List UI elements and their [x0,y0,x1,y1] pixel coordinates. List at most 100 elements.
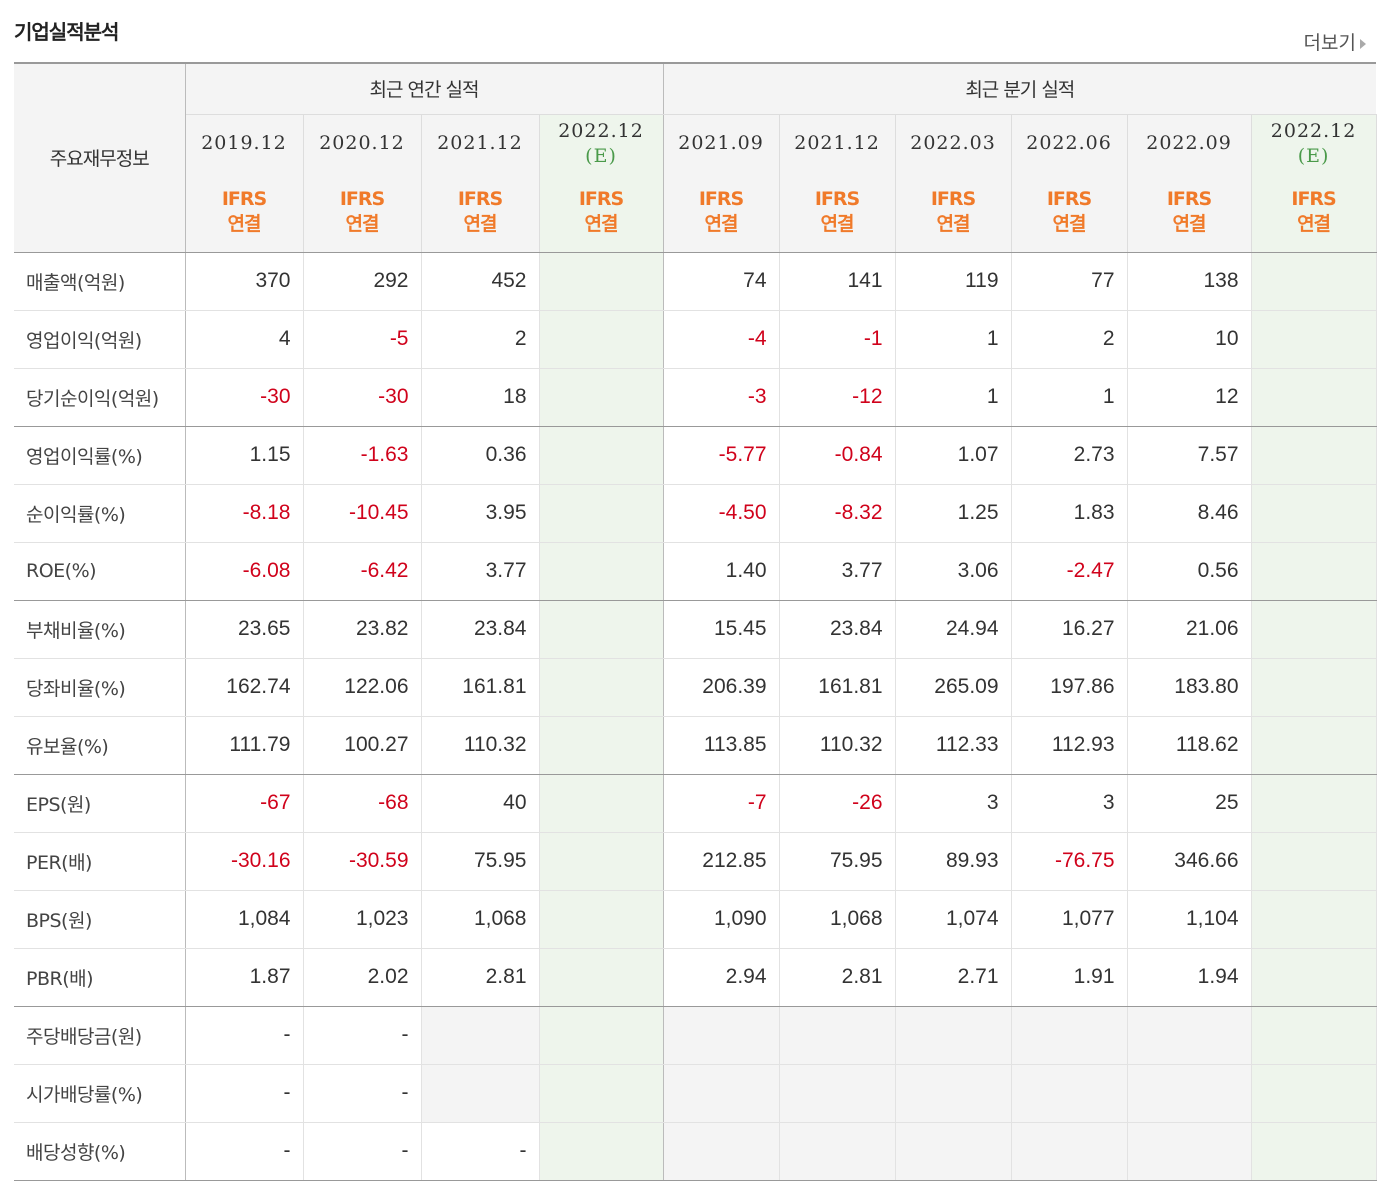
group-annual-header: 최근 연간 실적 [185,62,664,115]
table-cell [539,1122,664,1181]
table-cell: 74 [663,252,780,311]
table-cell [539,484,664,543]
table-cell: 3.77 [779,542,896,601]
ifrs-label: IFRS [1046,188,1092,211]
table-cell [539,426,664,485]
table-cell: 3.95 [421,484,540,543]
consolidation-label: 연결 [227,213,262,236]
table-cell [539,832,664,891]
table-cell: 2.81 [779,948,896,1007]
table-cell: -26 [779,774,896,833]
table-cell: 113.85 [663,716,780,775]
ifrs-label: IFRS [578,188,624,211]
table-cell: 161.81 [421,658,540,717]
table-cell: -76.75 [1011,832,1128,891]
table-cell: - [185,1006,304,1065]
consolidation-label: 연결 [1052,213,1087,236]
column-date: 2019.12 [185,114,304,173]
table-cell [1251,252,1377,311]
table-cell [663,1006,780,1065]
table-row: 영업이익률(%) 1.15 -1.63 0.36 -5.77 -0.84 1.07 2.73 7… [14,426,1377,485]
table-row: 당기순이익(억원) -30 -30 18 -3 -12 1 1 12 [14,368,1377,427]
table-cell: 21.06 [1127,600,1252,659]
row-label: 주당배당금(원) [14,1006,186,1065]
table-cell: 1,077 [1011,890,1128,949]
table-row: 영업이익(억원) 4 -5 2 -4 -1 1 2 10 [14,310,1377,369]
table-cell: 1,068 [421,890,540,949]
ifrs-badge[interactable]: IFRS 연결 [1127,173,1252,253]
column-date-label: 2021.09 [678,132,764,155]
table-cell: 111.79 [185,716,304,775]
column-date: 2021.12 [779,114,896,173]
ifrs-label: IFRS [1291,188,1336,211]
row-label: BPS(원) [14,890,186,949]
table-row: PER(배) -30.16 -30.59 75.95 212.85 75.95 89.93-… [14,832,1377,891]
table-cell: 1 [895,310,1012,369]
table-cell [663,1064,780,1123]
ifrs-badge[interactable]: IFRS 연결 [421,173,540,253]
table-cell: 1,068 [779,890,896,949]
table-cell: 2 [421,310,540,369]
table-cell: 40 [421,774,540,833]
table-cell [1127,1006,1252,1065]
table-row: PBR(배) 1.87 2.02 2.81 2.94 2.81 2.71 1.91 1.94 [14,948,1377,1007]
table-cell: 23.84 [421,600,540,659]
ifrs-badge[interactable]: IFRS 연결 [1011,173,1128,253]
table-cell: 1.91 [1011,948,1128,1007]
table-cell [1011,1006,1128,1065]
ifrs-badge[interactable]: IFRS 연결 [895,173,1012,253]
table-cell: 212.85 [663,832,780,891]
table-cell: 1.15 [185,426,304,485]
row-label: EPS(원) [14,774,186,833]
table-cell: 162.74 [185,658,304,717]
ifrs-badge[interactable]: IFRS 연결 [663,173,780,253]
table-row: BPS(원) 1,084 1,023 1,068 1,090 1,068 1,074 1,07… [14,890,1377,949]
table-cell: -30 [303,368,422,427]
ifrs-badge[interactable]: IFRS 연결 [303,173,422,253]
table-cell: - [303,1122,422,1181]
table-cell: - [185,1122,304,1181]
table-cell [539,542,664,601]
table-cell: 23.65 [185,600,304,659]
table-cell [1011,1122,1128,1181]
table-cell: 118.62 [1127,716,1252,775]
table-cell: -30.59 [303,832,422,891]
table-cell: 23.82 [303,600,422,659]
table-cell [779,1064,896,1123]
column-date-label: 2022.03 [910,132,996,155]
table-cell: -5 [303,310,422,369]
table-cell: -10.45 [303,484,422,543]
ifrs-badge[interactable]: IFRS 연결 [779,173,896,253]
table-cell: -6.42 [303,542,422,601]
table-cell: -8.18 [185,484,304,543]
table-cell: -4 [663,310,780,369]
table-cell [663,1122,780,1181]
table-cell: 3 [895,774,1012,833]
table-cell: 1,104 [1127,890,1252,949]
table-cell: 3 [1011,774,1128,833]
row-label: 유보율(%) [14,716,186,775]
ifrs-badge[interactable]: IFRS 연결 [539,173,664,253]
column-date: 2020.12 [303,114,422,173]
more-link[interactable]: 더보기 [1304,28,1366,55]
table-cell [421,1006,540,1065]
ifrs-label: IFRS [814,188,860,211]
ifrs-badge[interactable]: IFRS 연결 [185,173,304,253]
ifrs-badge[interactable]: IFRS 연결 [1251,173,1377,253]
ifrs-label: IFRS [339,188,385,211]
table-row: 부채비율(%) 23.65 23.82 23.84 15.45 23.84 24.94 16.… [14,600,1377,659]
column-date-label: 2022.06 [1026,132,1112,155]
table-cell: 75.95 [421,832,540,891]
table-cell: - [421,1122,540,1181]
table-cell: - [303,1064,422,1123]
row-label: 배당성향(%) [14,1122,186,1181]
column-date: 2021.12 [421,114,540,173]
row-label: 영업이익(억원) [14,310,186,369]
row-label: 시가배당률(%) [14,1064,186,1123]
ifrs-label: IFRS [221,188,267,211]
table-cell [539,1006,664,1065]
consolidation-label: 연결 [584,213,619,236]
table-cell: 7.57 [1127,426,1252,485]
table-cell: 4 [185,310,304,369]
table-cell: 2.02 [303,948,422,1007]
